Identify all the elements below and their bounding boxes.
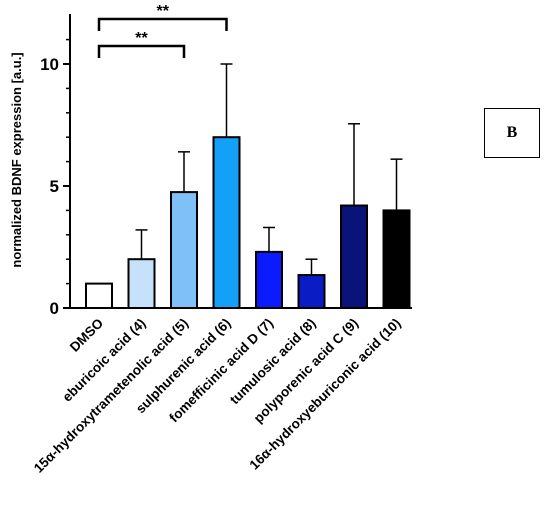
panel-label-box: B [484,108,540,158]
significance-label: ** [157,3,170,20]
y-tick-label: 10 [40,55,59,74]
significance-brackets: ** ** [97,3,228,58]
y-tick-label: 5 [50,177,59,196]
bar [212,136,241,309]
y-ticks: 0 5 10 [40,38,70,318]
y-axis-title: normalized BDNF expression [a.u.] [9,52,24,267]
significance-bracket [97,44,186,58]
panel-label: B [506,124,518,141]
bar [127,258,156,310]
error-bars [135,63,403,276]
category-label: 15α-hydroxytrametenolic acid (5) [31,316,191,476]
significance-bracket [97,17,228,31]
bar [297,274,326,309]
y-tick-label: 0 [50,299,59,318]
bar [340,204,368,310]
bar [382,209,411,309]
significance-label: ** [135,30,148,47]
bar [85,282,113,310]
bars [85,136,411,310]
category-label: DMSO [67,316,106,355]
bar [170,191,198,310]
bar [255,250,283,310]
category-label: 16α-hydroxyeburiconic acid (10) [247,316,404,473]
